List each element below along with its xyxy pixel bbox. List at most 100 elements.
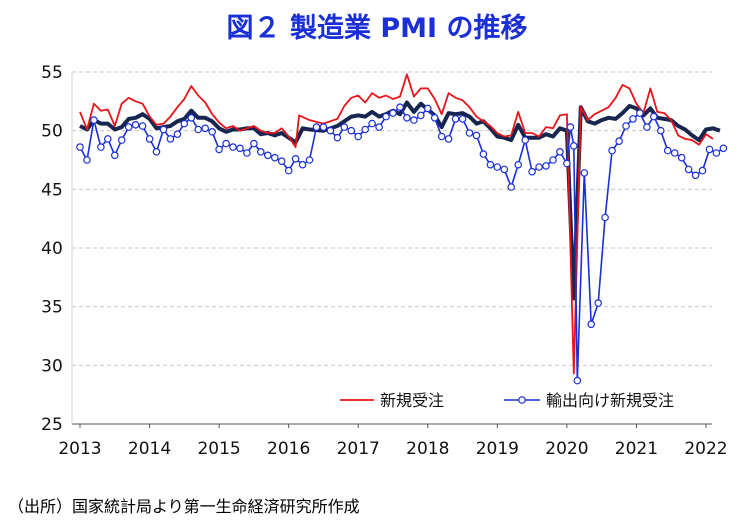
x-tick-label-2017: 2017	[337, 439, 380, 459]
export-orders-point-9	[138, 122, 147, 130]
series-line-pmi	[79, 100, 721, 301]
export-orders-point-64	[521, 136, 530, 144]
export-orders-point-15	[180, 119, 189, 128]
x-tick-label-2013: 2013	[58, 439, 101, 459]
series-group	[76, 73, 728, 385]
export-orders-point-2	[90, 116, 98, 124]
export-orders-point-21	[222, 139, 230, 148]
export-orders-point-67	[542, 162, 550, 170]
export-orders-point-87	[670, 149, 679, 157]
series-line-export-orders	[79, 106, 724, 382]
export-orders-point-42	[368, 119, 376, 128]
export-orders-point-54	[451, 115, 460, 123]
export-orders-point-63	[514, 160, 523, 169]
export-orders-point-39	[347, 126, 356, 135]
export-orders-point-13	[166, 135, 175, 143]
export-orders-point-65	[528, 167, 536, 176]
export-orders-point-3	[97, 143, 105, 151]
export-orders-point-45	[389, 109, 397, 117]
export-orders-point-89	[684, 165, 693, 174]
export-orders-point-80	[622, 122, 630, 130]
export-orders-point-38	[340, 123, 349, 131]
export-orders-point-12	[159, 125, 168, 134]
export-orders-point-37	[333, 133, 342, 142]
export-orders-point-73	[573, 376, 582, 385]
export-orders-point-86	[663, 146, 672, 155]
export-orders-point-23	[236, 144, 244, 153]
y-tick-label-55: 55	[41, 63, 63, 83]
export-orders-point-33	[305, 156, 314, 164]
x-tick-label-2020: 2020	[545, 439, 588, 459]
export-orders-point-90	[691, 171, 700, 180]
export-orders-point-68	[549, 156, 557, 164]
export-orders-point-61	[500, 165, 509, 174]
export-orders-point-0	[76, 143, 84, 151]
export-orders-point-34	[312, 123, 321, 131]
y-tick-label-45: 45	[41, 180, 63, 200]
export-orders-point-41	[361, 125, 370, 134]
export-orders-point-72	[569, 142, 578, 150]
export-orders-point-94	[719, 144, 728, 153]
export-orders-point-43	[375, 123, 383, 131]
export-orders-point-46	[396, 103, 404, 112]
export-orders-point-51	[430, 114, 439, 122]
export-orders-point-19	[208, 128, 217, 136]
legend-label-new-orders: 新規受注	[380, 391, 444, 410]
x-tick-label-2014: 2014	[128, 439, 171, 459]
export-orders-point-40	[354, 132, 363, 141]
export-orders-point-56	[465, 129, 474, 137]
export-orders-point-29	[277, 157, 286, 166]
x-tick-label-2016: 2016	[267, 439, 310, 459]
export-orders-point-22	[229, 143, 237, 151]
legend-marker-export-orders	[518, 396, 526, 404]
export-orders-point-49	[416, 111, 425, 120]
export-orders-point-62	[507, 183, 516, 191]
y-tick-label-25: 25	[41, 415, 63, 435]
export-orders-point-69	[556, 148, 564, 156]
x-tick-label-2015: 2015	[197, 439, 240, 459]
export-orders-point-47	[403, 114, 411, 122]
export-orders-point-57	[472, 131, 481, 140]
export-orders-point-70	[563, 159, 571, 168]
export-orders-point-85	[656, 126, 665, 135]
export-orders-point-59	[486, 160, 495, 169]
export-orders-point-84	[649, 112, 658, 121]
export-orders-point-5	[111, 151, 119, 160]
export-orders-point-31	[291, 155, 300, 163]
chart-title: 図２ 製造業 PMI の推移	[226, 13, 528, 44]
export-orders-point-32	[298, 160, 307, 169]
export-orders-point-55	[458, 115, 467, 123]
export-orders-point-17	[194, 125, 203, 134]
export-orders-point-81	[629, 115, 637, 123]
export-orders-point-77	[601, 213, 609, 222]
x-tick-label-2019: 2019	[476, 439, 519, 459]
export-orders-point-30	[284, 166, 293, 175]
export-orders-point-58	[479, 150, 488, 158]
y-tick-label-35: 35	[41, 298, 63, 318]
export-orders-point-88	[677, 153, 686, 162]
y-tick-label-50: 50	[41, 122, 63, 142]
export-orders-point-20	[215, 145, 223, 154]
export-orders-point-52	[437, 132, 446, 141]
export-orders-point-35	[319, 123, 328, 131]
export-orders-point-44	[382, 112, 390, 121]
export-orders-point-53	[444, 135, 453, 143]
x-tick-label-2022: 2022	[684, 439, 727, 459]
export-orders-point-24	[243, 149, 251, 157]
export-orders-point-48	[410, 116, 418, 124]
export-orders-point-16	[187, 114, 196, 122]
export-orders-point-50	[423, 104, 432, 113]
legend-label-export-orders: 輸出向け新規受注	[546, 391, 674, 410]
x-tick-label-2021: 2021	[615, 439, 658, 459]
export-orders-point-66	[535, 163, 543, 171]
export-orders-point-74	[580, 169, 589, 177]
export-orders-point-79	[615, 137, 623, 146]
export-orders-point-8	[131, 121, 140, 129]
export-orders-point-28	[270, 153, 279, 162]
y-tick-label-30: 30	[41, 356, 63, 376]
export-orders-point-92	[705, 145, 714, 154]
export-orders-point-82	[636, 109, 644, 117]
export-orders-point-71	[566, 123, 575, 131]
export-orders-point-36	[326, 126, 335, 135]
